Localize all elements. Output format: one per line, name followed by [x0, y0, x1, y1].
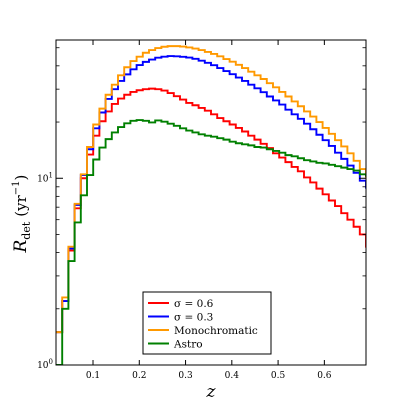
- x-tick-label-3: 0.4: [225, 371, 240, 381]
- x-tick-label-1: 0.2: [132, 371, 146, 381]
- x-tick-label-0: 0.1: [86, 371, 100, 381]
- legend-label-0: σ = 0.6: [174, 298, 214, 310]
- series-line-3: [56, 119, 366, 365]
- y-tick-label-exp-1: 1: [49, 171, 53, 179]
- y-label-units: (yr: [12, 194, 30, 216]
- y-label-symbol: R: [11, 240, 31, 254]
- y-label-subscript: det: [20, 221, 33, 240]
- legend-label-1: σ = 0.3: [174, 312, 213, 324]
- y-tick-label-1: 101: [37, 171, 53, 184]
- x-axis-label: z: [206, 382, 217, 402]
- x-tick-label-4: 0.5: [271, 371, 286, 381]
- y-label-units-exponent: −1: [11, 180, 22, 195]
- series-line-0: [56, 87, 366, 334]
- legend-label-2: Monochromatic: [174, 325, 258, 337]
- y-tick-label-exp-0: 0: [49, 358, 53, 366]
- x-tick-label-2: 0.3: [178, 371, 193, 381]
- series-layer: [56, 45, 366, 365]
- y-axis-label: Rdet (yr−1): [11, 175, 33, 254]
- y-label-units-close: ): [12, 175, 30, 181]
- series-line-1: [56, 55, 366, 334]
- y-tick-label-base-0: 10: [37, 361, 49, 371]
- legend-label-3: Astro: [173, 339, 203, 351]
- y-tick-label-0: 100: [37, 358, 53, 371]
- y-tick-label-base-1: 10: [37, 174, 49, 184]
- x-tick-label-5: 0.6: [317, 371, 332, 381]
- plot-frame: [55, 39, 367, 366]
- series-line-2: [56, 45, 366, 334]
